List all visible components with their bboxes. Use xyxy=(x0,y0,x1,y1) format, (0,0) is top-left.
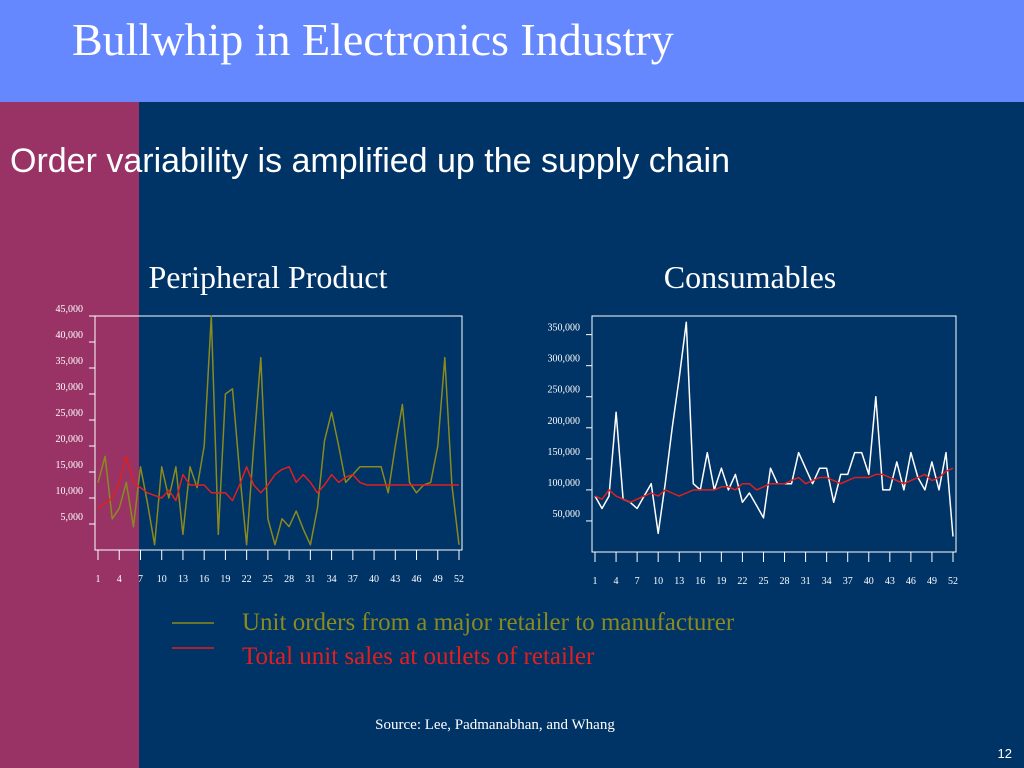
x-tick-label: 34 xyxy=(327,574,337,585)
x-tick-label: 43 xyxy=(885,576,895,587)
y-tick-label: 10,000 xyxy=(56,486,84,497)
y-tick-label: 5,000 xyxy=(61,512,84,523)
x-tick-label: 40 xyxy=(864,576,874,587)
x-tick-label: 52 xyxy=(454,574,464,585)
x-tick-label: 16 xyxy=(695,576,705,587)
x-tick-label: 37 xyxy=(843,576,853,587)
x-tick-label: 1 xyxy=(593,576,598,587)
y-tick-label: 45,000 xyxy=(56,304,84,315)
x-tick-label: 13 xyxy=(178,574,188,585)
x-tick-label: 7 xyxy=(635,576,640,587)
legend-label: Total unit sales at outlets of retailer xyxy=(242,643,595,670)
series-line xyxy=(594,467,954,504)
x-tick-label: 1 xyxy=(96,574,101,585)
x-tick-label: 4 xyxy=(117,574,122,585)
y-tick-label: 40,000 xyxy=(56,330,84,341)
x-tick-label: 22 xyxy=(737,576,747,587)
x-tick-label: 49 xyxy=(927,576,937,587)
chart-title: Peripheral Product xyxy=(148,259,387,295)
x-tick-label: 10 xyxy=(653,576,663,587)
plot-frame xyxy=(591,315,957,553)
source-note: Source: Lee, Padmanabhan, and Whang xyxy=(375,717,615,733)
plot-frame xyxy=(94,315,463,551)
x-tick-label: 10 xyxy=(157,574,167,585)
slide-title: Bullwhip in Electronics Industry xyxy=(72,14,674,65)
y-tick-label: 50,000 xyxy=(553,509,581,520)
x-tick-label: 43 xyxy=(390,574,400,585)
chart-title: Consumables xyxy=(664,259,836,295)
y-tick-label: 35,000 xyxy=(56,356,84,367)
y-tick-label: 300,000 xyxy=(548,354,581,365)
x-tick-label: 25 xyxy=(758,576,768,587)
slide-subtitle: Order variability is amplified up the su… xyxy=(10,142,730,180)
x-tick-label: 28 xyxy=(780,576,790,587)
x-tick-label: 4 xyxy=(614,576,619,587)
y-tick-label: 150,000 xyxy=(548,447,581,458)
y-tick-label: 20,000 xyxy=(56,434,84,445)
x-tick-label: 37 xyxy=(348,574,358,585)
y-tick-label: 200,000 xyxy=(548,416,581,427)
x-tick-label: 22 xyxy=(242,574,252,585)
x-tick-label: 31 xyxy=(801,576,811,587)
side-band xyxy=(0,102,139,768)
series-line xyxy=(97,315,460,546)
series-line xyxy=(97,455,459,510)
x-tick-label: 19 xyxy=(716,576,726,587)
y-tick-label: 25,000 xyxy=(56,408,84,419)
x-tick-label: 19 xyxy=(220,574,230,585)
header-band xyxy=(0,0,1024,102)
y-tick-label: 100,000 xyxy=(548,478,581,489)
x-tick-label: 46 xyxy=(412,574,422,585)
x-tick-label: 31 xyxy=(305,574,315,585)
legend-label: Unit orders from a major retailer to man… xyxy=(242,609,735,636)
x-tick-label: 34 xyxy=(822,576,832,587)
x-tick-label: 7 xyxy=(138,574,143,585)
x-tick-label: 16 xyxy=(199,574,209,585)
x-tick-label: 40 xyxy=(369,574,379,585)
x-tick-label: 46 xyxy=(906,576,916,587)
x-tick-label: 28 xyxy=(284,574,294,585)
page-number: 12 xyxy=(998,746,1012,761)
x-tick-label: 25 xyxy=(263,574,273,585)
y-tick-label: 350,000 xyxy=(548,323,581,334)
y-tick-label: 250,000 xyxy=(548,385,581,396)
y-tick-label: 15,000 xyxy=(56,460,84,471)
x-tick-label: 49 xyxy=(433,574,443,585)
y-tick-label: 30,000 xyxy=(56,382,84,393)
x-tick-label: 13 xyxy=(674,576,684,587)
series-line xyxy=(594,321,954,537)
x-tick-label: 52 xyxy=(948,576,958,587)
